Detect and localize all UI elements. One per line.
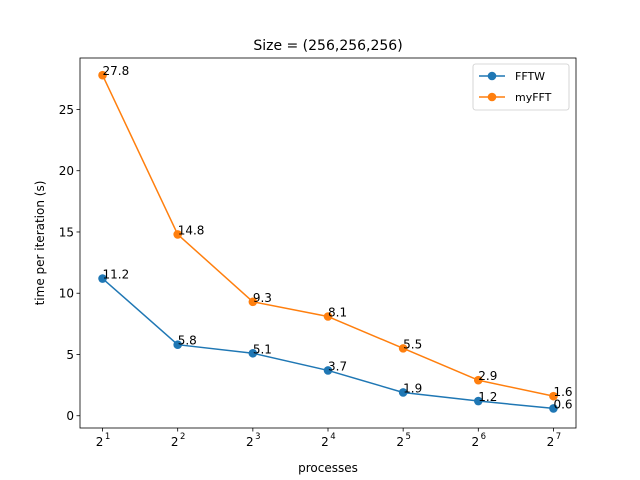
y-tick-label-1: 5 bbox=[66, 348, 74, 362]
series-0-point-5 bbox=[474, 396, 483, 406]
series-0-data-label-5: 1.2 bbox=[478, 390, 497, 404]
series-1-point-1 bbox=[173, 230, 182, 239]
x-tick-label-2: 2 bbox=[246, 435, 254, 449]
x-axis-label: processes bbox=[298, 461, 358, 475]
series-1-point-3 bbox=[323, 312, 333, 321]
x-tick-label-3: 2 bbox=[321, 435, 329, 449]
series-0-point-6 bbox=[549, 404, 558, 413]
series-0-point-0 bbox=[98, 274, 107, 283]
series-1-data-label-5: 2.9 bbox=[478, 369, 497, 383]
y-tick-label-0: 0 bbox=[66, 409, 74, 423]
y-tick-label-2: 10 bbox=[59, 287, 74, 301]
series-0-data-label-4: 1.9 bbox=[403, 381, 422, 395]
x-tick-exponent-3: 4 bbox=[330, 432, 335, 442]
series-0-point-1 bbox=[173, 340, 182, 349]
data-label-layer: 11.2 5.8 5.1 3.7 1.9 1.2 0.6 27.8 14.8 9.3 8.1 5.5 2… bbox=[103, 64, 573, 411]
legend-0-label: FFTW bbox=[515, 70, 545, 83]
series-0-point-3 bbox=[323, 366, 333, 375]
x-tick-exponent-1: 2 bbox=[180, 432, 185, 442]
series-1-data-label-1: 14.8 bbox=[178, 223, 205, 237]
series-0-data-label-3: 3.7 bbox=[328, 359, 347, 373]
legend-0-marker bbox=[487, 71, 497, 81]
series-1-data-label-4: 5.5 bbox=[403, 337, 422, 351]
x-tick-label-0: 2 bbox=[96, 435, 104, 449]
series-1-point-4 bbox=[398, 344, 408, 353]
series-1-point-2 bbox=[248, 297, 258, 307]
y-tick-label-5: 25 bbox=[59, 103, 74, 117]
legend-1-label: myFFT bbox=[515, 91, 552, 104]
x-tick-exponent-4: 5 bbox=[405, 432, 410, 442]
series-1-data-label-2: 9.3 bbox=[253, 291, 272, 305]
series-1-data-label-6: 1.6 bbox=[553, 385, 572, 399]
x-tick-label-6: 2 bbox=[547, 435, 555, 449]
series-0-data-label-1: 5.8 bbox=[178, 334, 197, 348]
y-tick-label-3: 15 bbox=[59, 225, 74, 239]
x-tick-exponent-6: 7 bbox=[556, 432, 561, 442]
series-1-point-6 bbox=[549, 391, 558, 401]
legend-1-marker bbox=[487, 92, 497, 102]
legend: FFTW myFFT bbox=[472, 63, 570, 111]
chart-title: Size = (256,256,256) bbox=[253, 38, 402, 54]
x-tick-exponent-2: 3 bbox=[255, 432, 260, 442]
series-layer bbox=[98, 70, 558, 413]
series-0-point-2 bbox=[248, 348, 258, 358]
series-1-data-label-3: 8.1 bbox=[328, 306, 347, 320]
series-0-data-label-0: 11.2 bbox=[103, 268, 130, 282]
series-0-data-label-2: 5.1 bbox=[253, 342, 272, 356]
y-axis-label: time per iteration (s) bbox=[33, 181, 47, 306]
axes-frame bbox=[79, 57, 577, 429]
series-0-point-4 bbox=[398, 388, 408, 397]
x-tick-exponent-5: 6 bbox=[481, 432, 486, 442]
x-tick-exponent-0: 1 bbox=[105, 432, 110, 442]
x-tick-label-4: 2 bbox=[396, 435, 404, 449]
x-tick-label-1: 2 bbox=[171, 435, 179, 449]
series-1-point-0 bbox=[98, 70, 107, 80]
series-1-point-5 bbox=[474, 375, 483, 385]
x-tick-label-5: 2 bbox=[471, 435, 479, 449]
series-1-data-label-0: 27.8 bbox=[103, 64, 130, 78]
series-0-data-label-6: 0.6 bbox=[553, 397, 572, 411]
y-tick-label-4: 20 bbox=[59, 164, 74, 178]
